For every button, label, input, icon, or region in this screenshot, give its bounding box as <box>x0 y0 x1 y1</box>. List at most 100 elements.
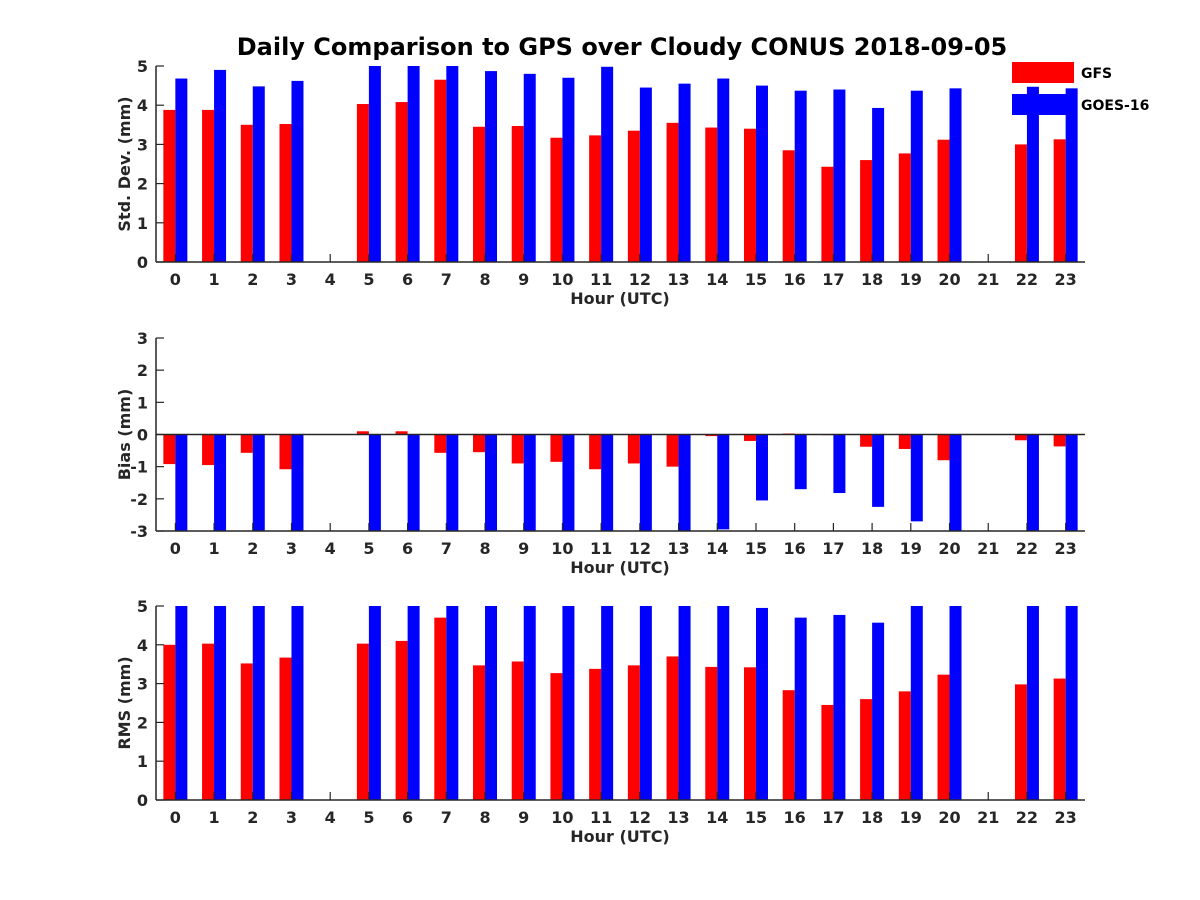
y-tick-label: 2 <box>137 361 148 380</box>
bar-goes-16-hour-8 <box>485 606 498 800</box>
bar-goes-16-hour-11 <box>601 606 614 800</box>
bar-gfs-hour-20 <box>937 139 950 262</box>
x-tick-label: 17 <box>822 270 844 289</box>
bar-goes-16-hour-23 <box>1065 88 1078 263</box>
bar-gfs-hour-0 <box>163 644 176 800</box>
bar-gfs-hour-22 <box>1014 684 1027 800</box>
bar-gfs-hour-12 <box>627 434 640 464</box>
y-tick-label: 5 <box>137 57 148 76</box>
legend-label-gfs: GFS <box>1081 66 1112 82</box>
x-tick-label: 23 <box>1055 808 1077 827</box>
bar-gfs-hour-22 <box>1014 434 1027 441</box>
x-tick-label: 18 <box>861 270 883 289</box>
legend-swatch-gfs <box>1012 62 1074 83</box>
bar-goes-16-hour-16 <box>794 617 807 800</box>
x-tick-label: 14 <box>706 539 728 558</box>
x-tick-label: 20 <box>938 270 960 289</box>
y-axis-label: Std. Dev. (mm) <box>115 96 134 231</box>
bar-gfs-hour-13 <box>666 434 679 467</box>
bar-goes-16-hour-9 <box>523 434 536 531</box>
x-tick-label: 0 <box>170 539 181 558</box>
bar-gfs-hour-6 <box>395 431 408 435</box>
y-tick-label: 5 <box>137 597 148 616</box>
bar-gfs-hour-9 <box>511 434 524 464</box>
x-tick-label: 6 <box>402 539 413 558</box>
y-tick-label: 3 <box>137 329 148 348</box>
bar-gfs-hour-10 <box>550 434 563 462</box>
bar-goes-16-hour-0 <box>175 78 188 262</box>
x-tick-label: 2 <box>247 539 258 558</box>
bar-goes-16-hour-10 <box>562 606 575 800</box>
x-tick-label: 14 <box>706 808 728 827</box>
bar-gfs-hour-18 <box>860 699 873 800</box>
x-tick-label: 21 <box>977 539 999 558</box>
x-axis-label: Hour (UTC) <box>570 827 670 846</box>
legend-swatch-goes-16 <box>1012 94 1074 115</box>
bar-goes-16-hour-20 <box>949 606 962 800</box>
x-tick-label: 4 <box>325 270 336 289</box>
y-tick-label: 0 <box>137 426 148 445</box>
bar-gfs-hour-7 <box>434 79 447 262</box>
bar-goes-16-hour-13 <box>678 434 691 531</box>
bar-goes-16-hour-2 <box>252 434 265 531</box>
bar-gfs-hour-7 <box>434 617 447 800</box>
x-tick-label: 12 <box>629 270 651 289</box>
bar-goes-16-hour-18 <box>872 434 885 507</box>
bar-goes-16-hour-6 <box>407 606 420 800</box>
x-tick-label: 1 <box>208 270 219 289</box>
x-tick-label: 22 <box>1016 270 1038 289</box>
bar-gfs-hour-15 <box>743 667 756 800</box>
bar-goes-16-hour-17 <box>833 434 846 494</box>
bar-gfs-hour-12 <box>627 130 640 262</box>
bar-goes-16-hour-1 <box>214 606 227 800</box>
x-tick-label: 8 <box>479 270 490 289</box>
bar-gfs-hour-17 <box>821 704 834 800</box>
bar-gfs-hour-1 <box>202 643 215 800</box>
x-tick-label: 19 <box>900 539 922 558</box>
bar-gfs-hour-10 <box>550 673 563 800</box>
x-tick-label: 18 <box>861 808 883 827</box>
bar-gfs-hour-11 <box>589 668 602 800</box>
bar-goes-16-hour-5 <box>368 434 381 531</box>
bar-goes-16-hour-7 <box>446 606 459 800</box>
bar-goes-16-hour-15 <box>755 434 768 501</box>
y-tick-label: -3 <box>130 522 148 541</box>
bar-gfs-hour-23 <box>1053 434 1066 447</box>
bar-goes-16-hour-19 <box>910 434 923 522</box>
bar-gfs-hour-20 <box>937 674 950 800</box>
x-tick-label: 10 <box>551 808 573 827</box>
x-tick-label: 12 <box>629 808 651 827</box>
bar-gfs-hour-16 <box>782 150 795 262</box>
bar-goes-16-hour-7 <box>446 434 459 531</box>
y-tick-label: -2 <box>130 490 148 509</box>
y-tick-label: 2 <box>137 175 148 194</box>
bar-gfs-hour-9 <box>511 661 524 800</box>
y-tick-label: 0 <box>137 253 148 272</box>
x-tick-label: 17 <box>822 539 844 558</box>
bar-gfs-hour-23 <box>1053 678 1066 800</box>
bar-goes-16-hour-12 <box>639 87 652 262</box>
bar-goes-16-hour-9 <box>523 73 536 262</box>
bar-gfs-hour-0 <box>163 434 176 465</box>
bar-gfs-hour-22 <box>1014 144 1027 262</box>
y-tick-label: 2 <box>137 713 148 732</box>
bar-goes-16-hour-3 <box>291 434 304 531</box>
bar-gfs-hour-8 <box>473 665 486 800</box>
x-tick-label: 4 <box>325 539 336 558</box>
bar-goes-16-hour-3 <box>291 80 304 262</box>
bar-goes-16-hour-18 <box>872 107 885 262</box>
x-tick-label: 21 <box>977 270 999 289</box>
bar-goes-16-hour-11 <box>601 434 614 531</box>
bar-goes-16-hour-3 <box>291 606 304 800</box>
bar-goes-16-hour-12 <box>639 606 652 800</box>
bar-goes-16-hour-17 <box>833 89 846 263</box>
bar-gfs-hour-2 <box>240 434 253 453</box>
bar-gfs-hour-1 <box>202 109 215 263</box>
bar-goes-16-hour-17 <box>833 614 846 800</box>
x-tick-label: 9 <box>518 808 529 827</box>
bar-gfs-hour-14 <box>705 434 718 437</box>
y-tick-label: 0 <box>137 791 148 810</box>
x-axis-label: Hour (UTC) <box>570 289 670 308</box>
